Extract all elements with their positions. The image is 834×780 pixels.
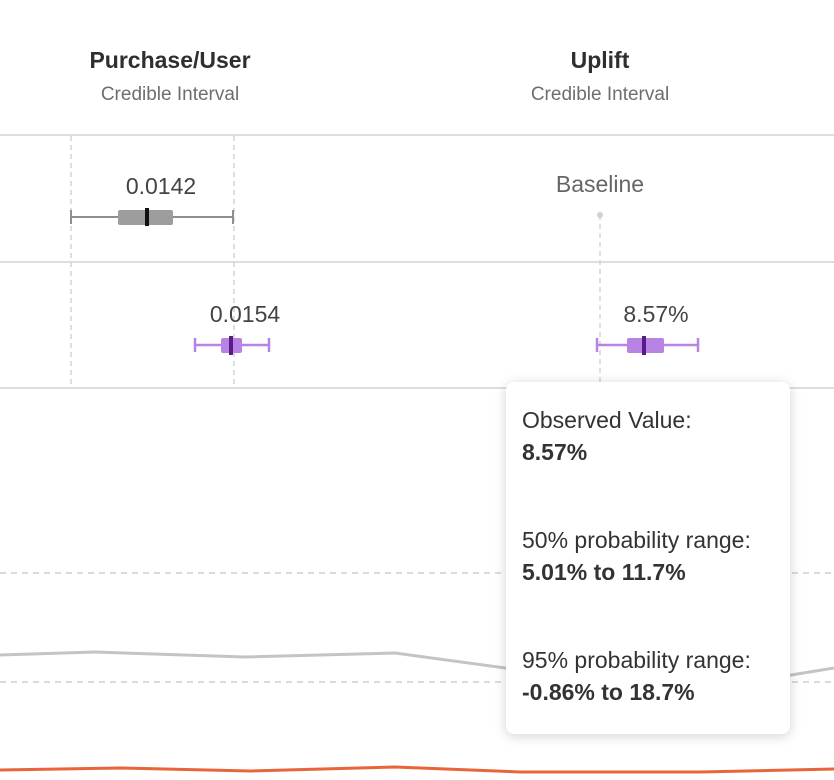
column-title: Purchase/User bbox=[89, 47, 251, 73]
baseline-label: Baseline bbox=[555, 171, 645, 197]
range-50-value: 5.01% to 11.7% bbox=[522, 559, 686, 585]
variant-uplift-value: 8.57% bbox=[623, 301, 689, 327]
control-purchase-value: 0.0142 bbox=[125, 173, 197, 199]
observed-value-label: Observed Value: bbox=[522, 407, 692, 433]
range-95-label: 95% probability range: bbox=[522, 647, 751, 673]
variant-purchase-value: 0.0154 bbox=[209, 301, 281, 327]
uplift-interval-glyph bbox=[595, 336, 700, 355]
variant-interval-glyph bbox=[193, 336, 271, 355]
range-95-value: -0.86% to 18.7% bbox=[522, 679, 695, 705]
row-divider bbox=[0, 387, 834, 389]
uplift-tooltip: Observed Value: 8.57% 50% probability ra… bbox=[506, 382, 790, 734]
column-title: Uplift bbox=[570, 47, 630, 73]
row-divider bbox=[0, 261, 834, 263]
column-subtitle: Credible Interval bbox=[100, 84, 240, 105]
column-subtitle: Credible Interval bbox=[530, 84, 670, 105]
header-divider bbox=[0, 134, 834, 136]
range-50-label: 50% probability range: bbox=[522, 527, 751, 553]
control-interval-glyph bbox=[70, 208, 234, 226]
baseline-dot bbox=[597, 212, 603, 218]
uplift-header: Uplift Credible Interval bbox=[470, 47, 730, 106]
observed-value: 8.57% bbox=[522, 439, 588, 465]
trend-line-orange bbox=[0, 765, 834, 774]
purchase-per-user-header: Purchase/User Credible Interval bbox=[40, 47, 300, 106]
